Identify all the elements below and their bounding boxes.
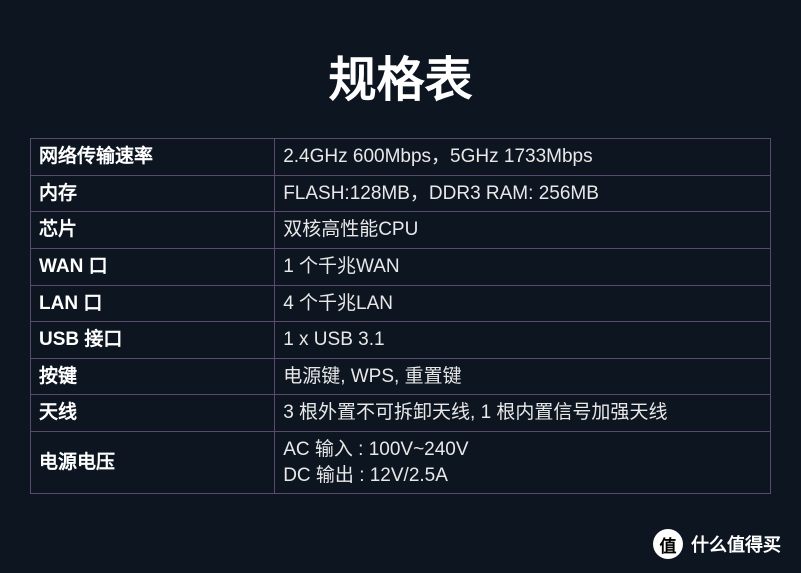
- spec-label: WAN 口: [31, 248, 275, 285]
- table-row: 内存 FLASH:128MB，DDR3 RAM: 256MB: [31, 175, 771, 212]
- spec-value: 2.4GHz 600Mbps，5GHz 1733Mbps: [275, 139, 771, 176]
- spec-value: 双核高性能CPU: [275, 212, 771, 249]
- spec-value: 1 x USB 3.1: [275, 322, 771, 359]
- spec-label: USB 接口: [31, 322, 275, 359]
- spec-label: 电源电压: [31, 432, 275, 494]
- spec-label: 芯片: [31, 212, 275, 249]
- spec-value: 电源键, WPS, 重置键: [275, 358, 771, 395]
- table-row: WAN 口 1 个千兆WAN: [31, 248, 771, 285]
- table-row: USB 接口 1 x USB 3.1: [31, 322, 771, 359]
- spec-value: FLASH:128MB，DDR3 RAM: 256MB: [275, 175, 771, 212]
- table-row: 网络传输速率 2.4GHz 600Mbps，5GHz 1733Mbps: [31, 139, 771, 176]
- table-row: 芯片 双核高性能CPU: [31, 212, 771, 249]
- spec-label: 天线: [31, 395, 275, 432]
- watermark: 值 什么值得买: [653, 529, 781, 559]
- table-row: 按键 电源键, WPS, 重置键: [31, 358, 771, 395]
- watermark-text: 什么值得买: [691, 531, 781, 557]
- spec-label: 内存: [31, 175, 275, 212]
- table-row: 电源电压 AC 输入 : 100V~240V DC 输出 : 12V/2.5A: [31, 432, 771, 494]
- spec-table: 网络传输速率 2.4GHz 600Mbps，5GHz 1733Mbps 内存 F…: [30, 138, 771, 494]
- table-row: 天线 3 根外置不可拆卸天线, 1 根内置信号加强天线: [31, 395, 771, 432]
- spec-label: 网络传输速率: [31, 139, 275, 176]
- spec-value: 3 根外置不可拆卸天线, 1 根内置信号加强天线: [275, 395, 771, 432]
- spec-label: 按键: [31, 358, 275, 395]
- spec-label: LAN 口: [31, 285, 275, 322]
- spec-table-title: 规格表: [30, 40, 771, 110]
- spec-value: 4 个千兆LAN: [275, 285, 771, 322]
- table-row: LAN 口 4 个千兆LAN: [31, 285, 771, 322]
- spec-value: AC 输入 : 100V~240V DC 输出 : 12V/2.5A: [275, 432, 771, 494]
- watermark-badge-icon: 值: [653, 529, 683, 559]
- spec-value: 1 个千兆WAN: [275, 248, 771, 285]
